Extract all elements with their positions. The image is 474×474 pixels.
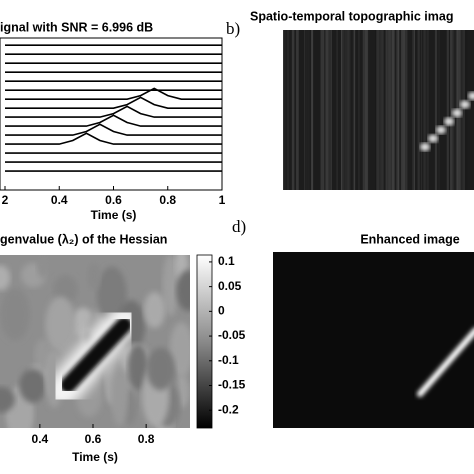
x-tick-label: 0.6	[85, 432, 102, 446]
trace	[5, 123, 222, 136]
colorbar	[196, 254, 213, 429]
texture	[176, 270, 190, 312]
x-axis-label: Time (s)	[72, 450, 118, 464]
panel-title: genvalue (λ₂) of the Hessian	[0, 232, 167, 246]
x-tick-label: 0.4	[51, 193, 68, 207]
image	[273, 252, 474, 428]
texture	[19, 368, 47, 403]
texture	[162, 255, 179, 316]
panel-title: Spatio-temporal topographic imag	[250, 9, 454, 23]
x-tick-label: 1	[219, 193, 226, 207]
x-tick-label: 2	[2, 193, 9, 207]
texture	[169, 322, 190, 378]
colorbar-tick-label: 0	[218, 304, 225, 318]
texture	[143, 292, 166, 328]
texture	[0, 288, 30, 341]
x-tick-label: 0.8	[138, 432, 155, 446]
colorbar-tick-label: 0.05	[218, 279, 242, 293]
trace	[5, 105, 222, 118]
texture	[146, 347, 175, 391]
bright-spot	[452, 109, 462, 117]
texture	[0, 265, 11, 291]
texture	[87, 262, 101, 290]
texture	[111, 365, 128, 426]
colorbar-tick-label: -0.05	[218, 328, 246, 342]
image-bg	[273, 252, 474, 428]
bright-spot	[436, 126, 446, 134]
bright-spot	[428, 134, 438, 143]
image	[0, 255, 190, 428]
texture	[127, 343, 149, 390]
bright-spot	[420, 143, 430, 151]
bright-spot	[444, 117, 454, 126]
panel-label: b)	[226, 19, 240, 38]
colorbar-tick-label: 0.1	[218, 254, 235, 268]
texture	[45, 296, 76, 353]
colorbar-tick-label: -0.15	[218, 378, 246, 392]
bright-spot	[460, 100, 470, 109]
colorbar-tick-label: -0.1	[218, 353, 239, 367]
x-tick-label: 0.4	[32, 432, 49, 446]
x-tick-label: 0.8	[159, 193, 176, 207]
trace	[5, 87, 222, 100]
trace	[5, 96, 222, 109]
panel-title: ignal with SNR = 6.996 dB	[0, 20, 153, 34]
x-axis-label: Time (s)	[91, 208, 137, 222]
texture	[36, 255, 50, 279]
bright-spot	[468, 92, 474, 100]
trace	[5, 114, 222, 127]
x-tick-label: 0.6	[105, 193, 122, 207]
bright-ridge	[417, 327, 474, 397]
trace	[5, 132, 222, 145]
texture	[0, 386, 15, 413]
valley	[60, 317, 132, 393]
colorbar-tick-label: -0.2	[218, 402, 239, 416]
panel-title: Enhanced image	[360, 232, 459, 246]
plot-frame	[0, 37, 223, 191]
image	[283, 30, 474, 190]
panel-label: d)	[232, 217, 246, 236]
